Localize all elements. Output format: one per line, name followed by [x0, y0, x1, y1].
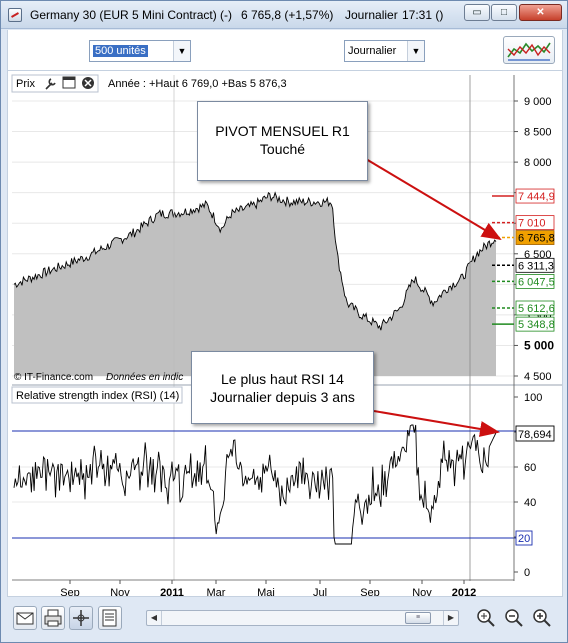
price-area-series [14, 192, 496, 376]
app-chart-icon [8, 8, 22, 22]
pivot-callout-arrow [365, 158, 502, 241]
pivot-level-label: 6 047,5 [518, 276, 555, 288]
time-axis-tick-label: Nov [412, 587, 432, 596]
pivot-level-badge [515, 215, 555, 231]
price-line-series [13, 191, 497, 331]
scroll-thumb[interactable]: ≡ [405, 612, 431, 624]
zoom-in-icon [533, 609, 551, 627]
zoom-out-icon [505, 609, 523, 627]
pivot-level-badge [515, 230, 555, 245]
pivot-level-label: 7 444,9 [518, 191, 555, 203]
price-axis-tick-label: 6 500 [524, 249, 552, 261]
indicator-chart-button[interactable] [503, 36, 555, 64]
zoom-fit-icon [477, 609, 495, 627]
period-select[interactable]: Journalier ▼ [344, 40, 425, 62]
pivot-levels: 7 444,9 7 010 6 765,8 6 311,3 6 047,5 5 612,6… [492, 188, 555, 332]
scroll-right-icon[interactable]: ▶ [443, 611, 458, 625]
pivot-level-badge [515, 300, 555, 316]
wrench-icon[interactable] [45, 78, 56, 90]
rsi-callout-line1: Le plus haut RSI 14 [221, 371, 344, 387]
price-axis-tick-label: 9 000 [524, 96, 552, 108]
zoom-fit-button[interactable] [475, 607, 497, 629]
time-axis: Sep Nov 2011 Mar Mai Jul Sep Nov 2012 [60, 580, 476, 599]
copyright-suffix: Données en indic [106, 372, 183, 383]
notes-icon [102, 609, 117, 627]
close-button[interactable]: ✕ [519, 4, 562, 21]
time-axis-tick-label: Mai [257, 587, 275, 596]
chevron-down-icon[interactable]: ▼ [407, 41, 424, 61]
zoom-in-button[interactable] [531, 607, 553, 629]
pivot-level-label: 7 010 [518, 218, 546, 230]
rsi-axis-tick-label: 60 [524, 462, 536, 474]
pivot-level-label: 5 348,8 [518, 319, 555, 331]
time-axis-tick-label: Mar [207, 587, 226, 596]
pivot-level-badge [515, 257, 555, 273]
close-circle-icon[interactable] [82, 77, 94, 89]
pivot-level-label: 6 765,8 [518, 233, 555, 245]
crosshair-icon [73, 610, 89, 626]
time-axis-tick-label: Nov [110, 587, 130, 596]
price-axis-tick-label: 4 500 [524, 371, 552, 383]
rsi-axis-tick-label: 40 [524, 497, 536, 509]
maximize-button[interactable]: □ [491, 4, 517, 21]
pivot-level-label: 6 311,3 [518, 260, 554, 272]
pivot-callout: PIVOT MENSUEL R1 Touché [197, 101, 368, 181]
print-button[interactable] [41, 606, 65, 630]
email-icon [16, 612, 34, 625]
bottom-toolbar: ◀ ≡ ▶ [7, 601, 563, 637]
title-price: 6 765,8 (+1,57%) [241, 8, 334, 22]
units-select[interactable]: 500 unités ▼ [89, 40, 191, 62]
pivot-callout-line1: PIVOT MENSUEL R1 [215, 123, 350, 139]
zoom-out-button[interactable] [503, 607, 525, 629]
chart-toolbar: 500 unités ▼ Journalier ▼ [7, 30, 563, 70]
time-axis-tick-label: 2012 [452, 587, 476, 596]
time-axis-tick-label: Jul [313, 587, 327, 596]
price-axis-tick-label: 8 000 [524, 157, 552, 169]
rsi-callout: Le plus haut RSI 14 Journalier depuis 3 … [191, 351, 374, 424]
price-panel-info: Année : +Haut 6 769,0 +Bas 5 876,3 [108, 78, 287, 90]
title-time: 17:31 () [402, 8, 444, 22]
title-period: Journalier [345, 8, 398, 22]
rsi-current-value: 78,694 [518, 429, 552, 441]
period-select-value: Journalier [348, 45, 397, 57]
time-axis-tick-label: Sep [360, 587, 380, 596]
crosshair-button[interactable] [69, 606, 93, 630]
pivot-level-label: 5 612,6 [518, 303, 555, 315]
rsi-axis: 100 60 40 0 [514, 392, 542, 579]
rsi-panel-label: Relative strength index (RSI) (14) [16, 390, 179, 402]
pivot-callout-line2: Touché [259, 141, 306, 157]
rsi-low-level-label: 20 [518, 533, 530, 545]
window-icon[interactable] [62, 76, 76, 89]
rsi-line-series [13, 424, 497, 545]
price-panel-label: Prix [16, 78, 35, 90]
rsi-callout-line2: Journalier depuis 3 ans [210, 389, 355, 405]
indicator-chart-icon [507, 42, 551, 61]
rsi-callout-arrow [373, 410, 500, 437]
pivot-level-badge [515, 316, 555, 332]
copyright-text: © IT-Finance.com [14, 372, 93, 383]
price-axis-tick-label: 5 000 [524, 338, 554, 352]
rsi-panel-header [11, 386, 183, 404]
rsi-low-level-badge [515, 530, 533, 546]
time-scrollbar[interactable]: ◀ ≡ ▶ [146, 610, 459, 626]
print-icon [44, 609, 62, 627]
pivot-level-badge [515, 188, 555, 204]
price-axis-tick-label: 8 500 [524, 127, 552, 139]
email-button[interactable] [13, 606, 37, 630]
title-bar[interactable]: Germany 30 (EUR 5 Mini Contract) (-) 6 7… [1, 1, 567, 29]
notes-button[interactable] [98, 606, 122, 630]
rsi-axis-tick-label: 100 [524, 392, 542, 404]
chevron-down-icon[interactable]: ▼ [173, 41, 190, 61]
rsi-axis-tick-label: 0 [524, 567, 530, 579]
title-instrument: Germany 30 (EUR 5 Mini Contract) (-) [30, 8, 233, 22]
minimize-button[interactable]: ▭ [464, 4, 490, 21]
rsi-current-value-badge [515, 425, 555, 442]
time-axis-tick-label: Sep [60, 587, 80, 596]
scroll-left-icon[interactable]: ◀ [147, 611, 162, 625]
pivot-level-badge [515, 274, 555, 289]
time-axis-tick-label: 2011 [160, 587, 184, 596]
units-select-value: 500 unités [93, 45, 148, 57]
